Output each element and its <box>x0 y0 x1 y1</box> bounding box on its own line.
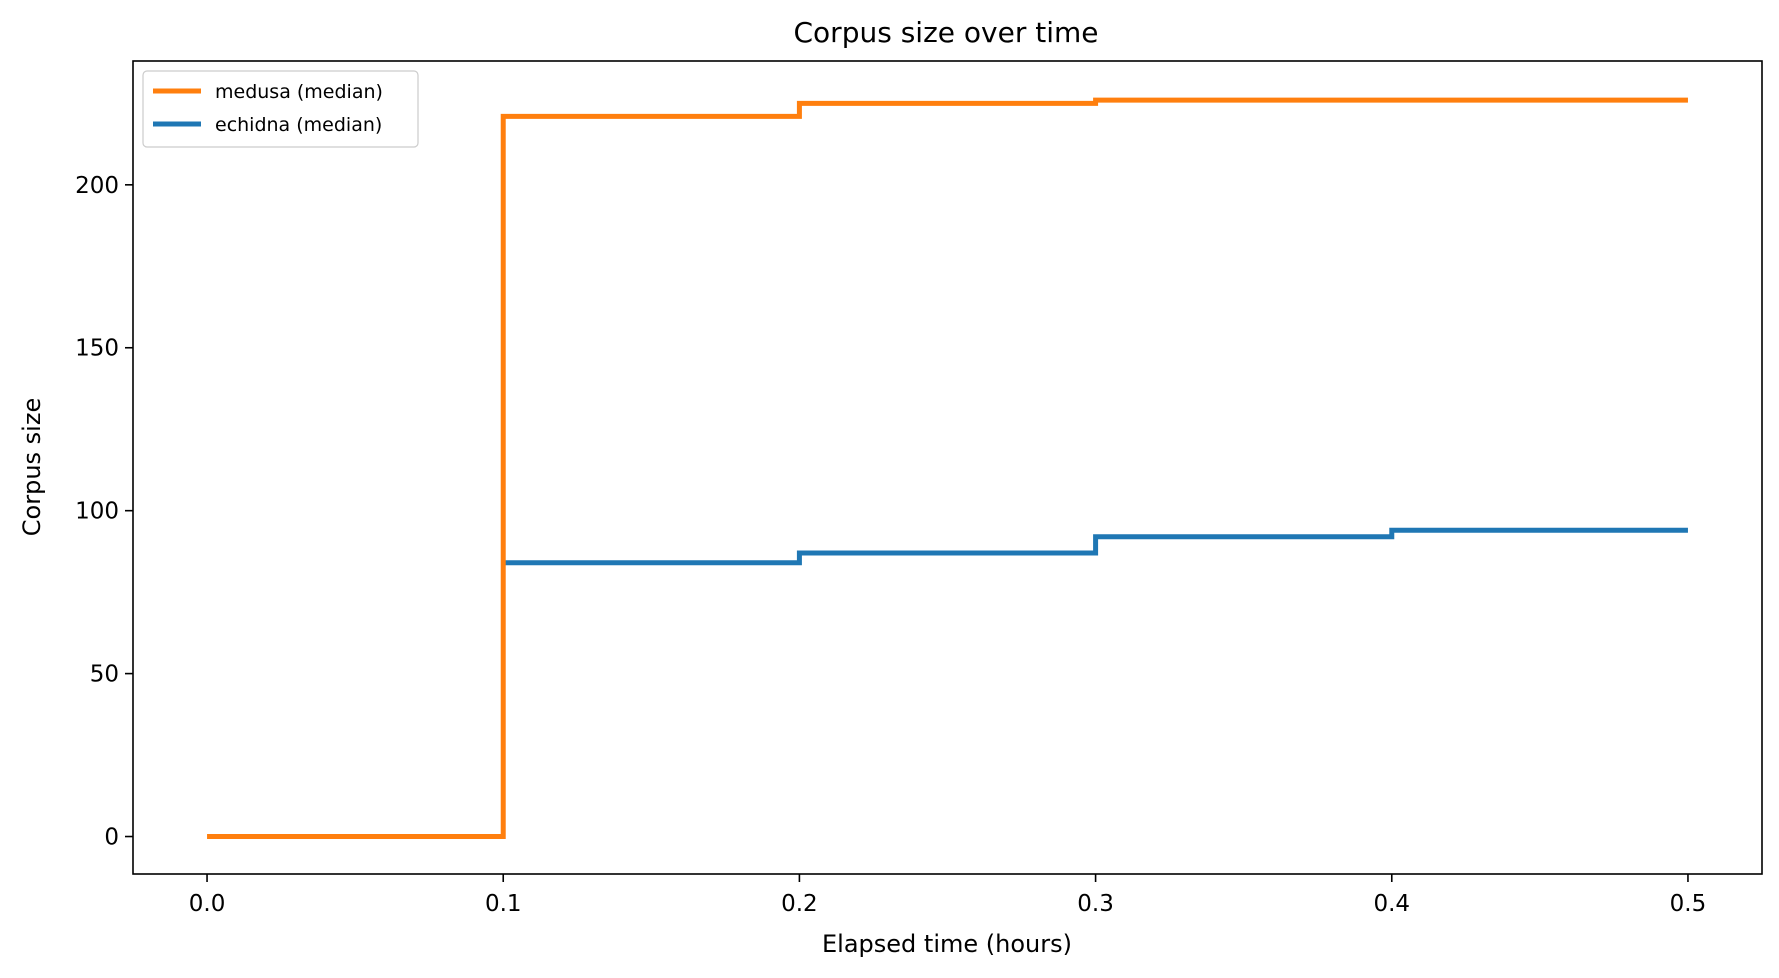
plot-frame <box>132 60 1763 875</box>
y-tick-label: 200 <box>75 173 119 199</box>
series-line-medusa <box>207 97 1688 840</box>
legend-label-medusa: medusa (median) <box>215 81 383 103</box>
x-tick-label: 0.2 <box>781 891 818 917</box>
y-tick-label: 0 <box>104 825 119 851</box>
x-axis-label: Elapsed time (hours) <box>822 930 1072 958</box>
x-tick-label: 0.4 <box>1373 891 1410 917</box>
x-tick-label: 0.5 <box>1670 891 1707 917</box>
legend: medusa (median) echidna (median) <box>142 70 419 148</box>
y-tick-label: 50 <box>90 662 119 688</box>
x-tick-label: 0.0 <box>189 891 226 917</box>
y-tick-label: 100 <box>75 499 119 525</box>
legend-label-echidna: echidna (median) <box>215 114 382 136</box>
x-axis: 0.0 0.1 0.2 0.3 0.4 0.5 <box>189 874 1706 917</box>
y-axis: 0 50 100 150 200 <box>75 173 133 851</box>
x-tick-label: 0.3 <box>1077 891 1114 917</box>
chart-title: Corpus size over time <box>794 16 1099 49</box>
x-tick-label: 0.1 <box>485 891 522 917</box>
legend-box <box>142 70 419 148</box>
y-tick-label: 150 <box>75 336 119 362</box>
series-line-echidna <box>503 527 1688 566</box>
y-axis-label: Corpus size <box>18 398 46 536</box>
series-layer <box>207 97 1688 840</box>
